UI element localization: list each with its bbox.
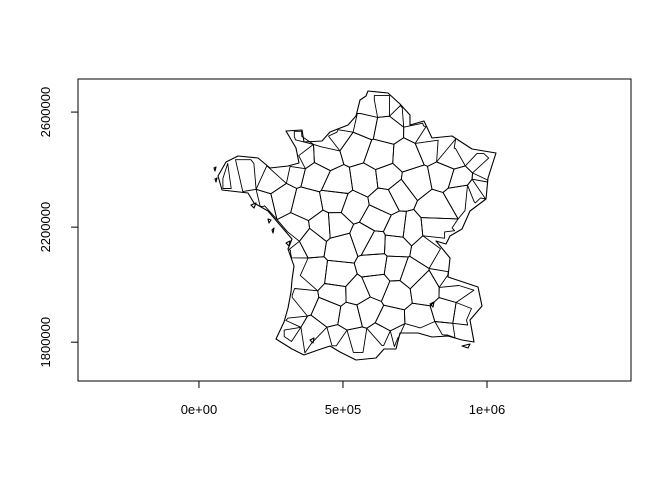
region-cell (291, 288, 320, 317)
region-cell (464, 152, 490, 174)
region-cell (310, 296, 342, 328)
region-cell (349, 221, 375, 257)
region-cell (255, 165, 287, 195)
region-cell (366, 322, 391, 346)
region-cell (222, 163, 232, 189)
region-cell (374, 304, 406, 332)
voronoi-tessellation (222, 95, 490, 354)
region-cell (361, 273, 391, 302)
region-cell (323, 232, 359, 264)
region-cell (428, 268, 449, 288)
region-cell (436, 138, 466, 170)
region-cell (298, 143, 315, 170)
region-cell (375, 162, 403, 191)
region-cell (308, 209, 331, 242)
region-cell (340, 189, 370, 225)
region-cell (403, 122, 427, 144)
x-tick-label: 1e+06 (469, 402, 506, 417)
region-cell (300, 162, 331, 193)
region-cell (326, 324, 348, 347)
france-outline (217, 90, 497, 361)
region-cell (328, 129, 354, 152)
region-cell (413, 188, 459, 220)
region-cell (358, 204, 392, 233)
region-cell (471, 172, 488, 183)
region-cell (298, 227, 327, 259)
region-cell (382, 210, 407, 238)
island-shape (285, 240, 291, 247)
region-cell (452, 302, 472, 326)
x-tick-label: 5e+05 (325, 402, 362, 417)
region-cell (319, 189, 349, 214)
x-tick-label: 0e+00 (181, 402, 218, 417)
offshore-islands (213, 166, 471, 349)
y-tick-label: 2600000 (38, 87, 53, 138)
island-shape (461, 343, 471, 349)
region-cell (467, 178, 487, 204)
island-shape (267, 218, 272, 224)
island-shape (429, 301, 435, 308)
region-cell (447, 165, 473, 189)
region-cell (353, 253, 388, 278)
y-axis: 1800000 2200000 2600000 (38, 87, 79, 368)
region-cell (409, 269, 440, 307)
region-cell (299, 256, 328, 292)
region-cell (438, 285, 475, 303)
region-cell (360, 230, 386, 256)
island-shape (250, 202, 257, 209)
x-axis: 0e+00 5e+05 1e+06 (181, 380, 506, 417)
island-shape (214, 177, 218, 183)
island-shape (309, 337, 315, 344)
y-tick-label: 1800000 (38, 317, 53, 368)
region-cell (324, 259, 358, 288)
region-cell (288, 240, 309, 259)
region-cell (434, 321, 456, 339)
region-cell (400, 164, 433, 202)
y-tick-label: 2200000 (38, 202, 53, 253)
region-cell (290, 186, 324, 222)
region-cell (270, 182, 298, 221)
region-cell (384, 234, 413, 258)
region-cell (337, 301, 363, 331)
region-cell (283, 326, 302, 342)
island-shape (213, 166, 217, 172)
region-cell (339, 131, 373, 168)
region-cell (389, 105, 405, 128)
island-shape (271, 227, 275, 234)
region-cell (420, 217, 459, 239)
region-cell (300, 314, 328, 354)
region-cell (442, 184, 468, 220)
region-cell (387, 178, 418, 212)
region-cell (235, 159, 257, 193)
region-cell (346, 326, 368, 353)
region-cell (373, 95, 391, 118)
